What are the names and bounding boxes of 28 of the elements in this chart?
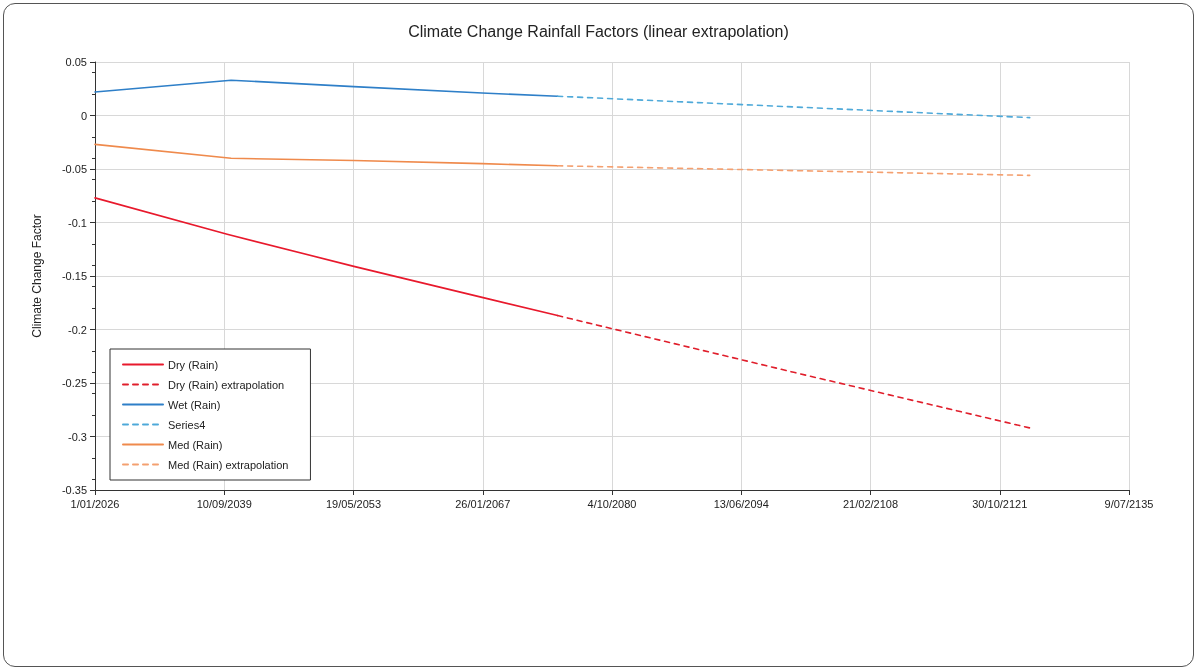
y-tick-label: -0.3: [68, 430, 87, 443]
legend-label: Dry (Rain): [168, 358, 219, 371]
line-series: [94, 79, 559, 98]
x-tick-label: 30/10/2121: [972, 497, 1028, 510]
legend-label: Med (Rain): [168, 438, 223, 451]
x-tick-label: 1/01/2026: [70, 497, 120, 510]
chart-title: Climate Change Rainfall Factors (linear extrapolation): [408, 22, 789, 40]
y-tick-label: -0.15: [61, 270, 87, 282]
y-tick-label: -0.05: [61, 163, 87, 175]
y-tick-label: 0: [80, 109, 87, 122]
x-tick-label: 4/10/2080: [587, 497, 637, 510]
y-axis-title: Climate Change Factor: [30, 214, 44, 338]
y-tick-label: -0.2: [68, 323, 87, 336]
legend-label: Wet (Rain): [168, 398, 221, 411]
x-tick-label: 21/02/2108: [842, 497, 899, 510]
legend-label: Med (Rain) extrapolation: [168, 458, 289, 471]
x-tick-label: 13/06/2094: [713, 497, 769, 510]
x-tick-label: 26/01/2067: [455, 497, 511, 510]
line-series: [94, 143, 559, 167]
x-tick-label: 10/09/2039: [196, 497, 252, 510]
y-tick-label: -0.1: [68, 216, 87, 229]
y-tick-label: -0.35: [61, 484, 87, 496]
x-tick-label: 19/05/2053: [325, 497, 382, 510]
y-tick-label: -0.25: [61, 377, 87, 389]
legend-label: Dry (Rain) extrapolation: [168, 378, 285, 391]
legend-label: Series4: [168, 418, 206, 431]
y-tick-label: 0.05: [65, 56, 87, 68]
x-tick-label: 9/07/2135: [1104, 497, 1154, 510]
